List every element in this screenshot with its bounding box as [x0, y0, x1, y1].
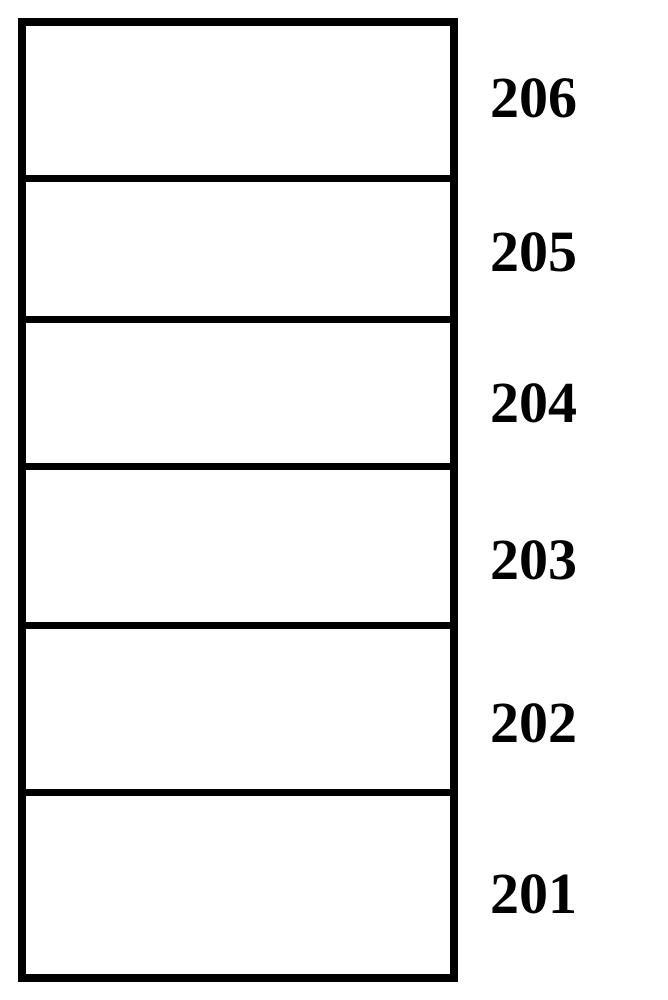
label-slot-206: 206	[490, 18, 577, 177]
layer-label-204: 204	[490, 369, 577, 436]
layer-204	[26, 323, 450, 470]
layer-label-203: 203	[490, 526, 577, 593]
label-slot-205: 205	[490, 177, 577, 326]
layer-label-201: 201	[490, 860, 577, 927]
layer-205	[26, 182, 450, 323]
label-slot-203: 203	[490, 479, 577, 640]
layer-label-205: 205	[490, 218, 577, 285]
label-slot-204: 204	[490, 326, 577, 479]
layer-202	[26, 629, 450, 796]
layer-label-206: 206	[490, 64, 577, 131]
label-slot-201: 201	[490, 805, 577, 982]
layer-labels: 206 205 204 203 202 201	[490, 18, 577, 982]
layer-206	[26, 26, 450, 182]
layer-203	[26, 470, 450, 629]
layer-label-202: 202	[490, 689, 577, 756]
label-slot-202: 202	[490, 640, 577, 805]
layer-201	[26, 796, 450, 974]
layer-stack	[18, 18, 458, 982]
